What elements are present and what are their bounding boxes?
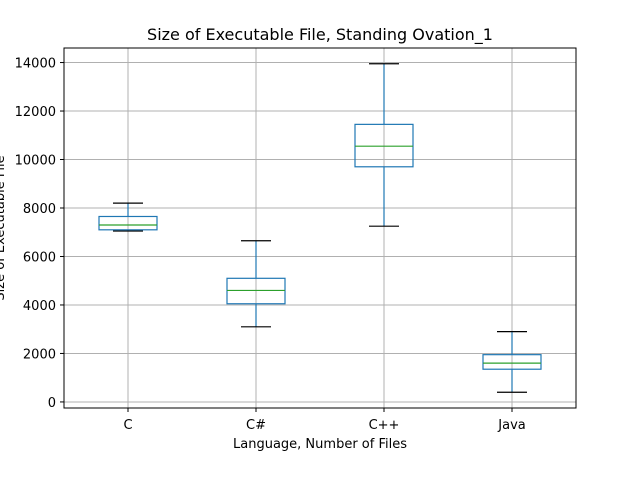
y-tick-label: 8000 — [23, 202, 56, 217]
box-c — [98, 202, 158, 232]
x-tick-label: C++ — [369, 418, 400, 433]
y-tick-label: 10000 — [15, 154, 56, 169]
box-java — [482, 331, 542, 393]
y-tick-label: 12000 — [15, 105, 56, 120]
iqr-box — [482, 354, 542, 370]
plot-frame — [63, 47, 577, 409]
axis-ticks: 0 2000 4000 6000 8000 10000 12000 14000 C C# C++ Ja… — [15, 57, 526, 433]
box-c- — [354, 63, 414, 227]
x-axis-label: Language, Number of Files — [233, 437, 407, 452]
box-c- — [226, 240, 286, 328]
boxes — [98, 63, 542, 393]
y-tick-label: 2000 — [23, 347, 56, 362]
y-tick-label: 4000 — [23, 299, 56, 314]
y-tick-label: 6000 — [23, 250, 56, 265]
grid-lines — [64, 48, 576, 408]
iqr-box — [354, 123, 414, 168]
x-tick-label: C# — [246, 418, 266, 433]
x-tick-label: C — [123, 418, 132, 433]
y-axis-label: Size of Executable File — [0, 155, 8, 300]
chart-title: Size of Executable File, Standing Ovatio… — [147, 25, 493, 45]
iqr-box — [98, 215, 158, 231]
y-tick-label: 14000 — [15, 57, 56, 72]
iqr-box — [226, 277, 286, 305]
x-tick-label: Java — [497, 418, 525, 433]
y-tick-label: 0 — [48, 396, 56, 411]
